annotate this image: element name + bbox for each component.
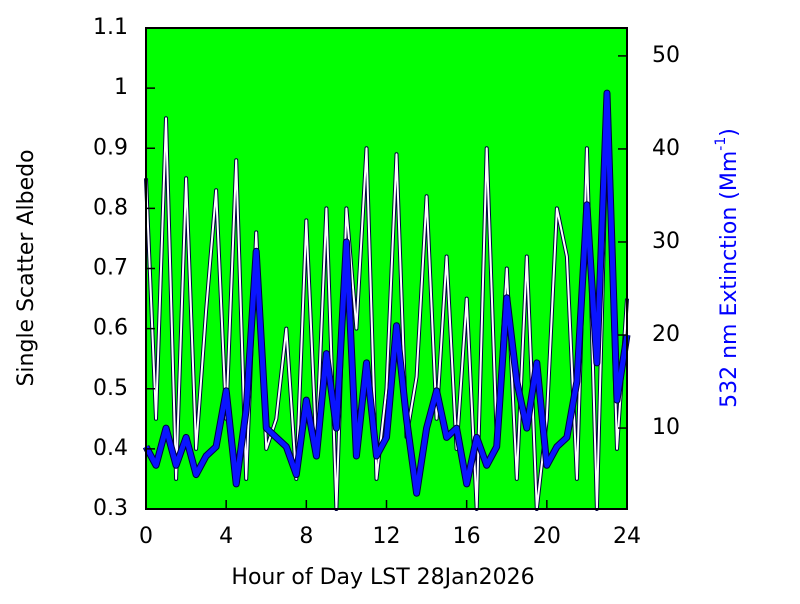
- y-axis-label: Single Scatter Albedo: [14, 149, 39, 386]
- y-tick-label: 0.3: [93, 496, 128, 521]
- y-tick-label: 0.4: [93, 436, 128, 461]
- x-tick-label: 12: [373, 524, 401, 549]
- y2-label-end: ): [717, 128, 742, 137]
- y2-label-text: 532 nm Extinction (Mm: [717, 151, 742, 408]
- y2-tick-label: 20: [652, 322, 680, 347]
- x-tick-label: 4: [219, 524, 233, 549]
- y-tick-label: 0.9: [93, 135, 128, 160]
- y2-label-sup: -1: [713, 137, 729, 151]
- y-tick-label: 0.6: [93, 316, 128, 341]
- x-tick-label: 8: [299, 524, 313, 549]
- y-tick-label: 1: [114, 75, 128, 100]
- series-line: [143, 90, 630, 496]
- x-tick-label: 0: [139, 524, 153, 549]
- x-tick-label: 20: [533, 524, 561, 549]
- y2-tick-label: 40: [652, 136, 680, 161]
- y-tick-label: 0.5: [93, 376, 128, 401]
- y2-tick-label: 10: [652, 415, 680, 440]
- y2-tick-label: 50: [652, 43, 680, 68]
- y-tick-label: 0.8: [93, 195, 128, 220]
- x-tick-label: 16: [453, 524, 481, 549]
- x-tick-label: 24: [613, 524, 641, 549]
- y-tick-label: 0.7: [93, 256, 128, 281]
- x-axis-label: Hour of Day LST 28Jan2026: [231, 565, 534, 590]
- y-tick-label: 1.1: [93, 15, 128, 40]
- y2-tick-label: 30: [652, 229, 680, 254]
- y2-axis-label: 532 nm Extinction (Mm-1): [713, 128, 742, 408]
